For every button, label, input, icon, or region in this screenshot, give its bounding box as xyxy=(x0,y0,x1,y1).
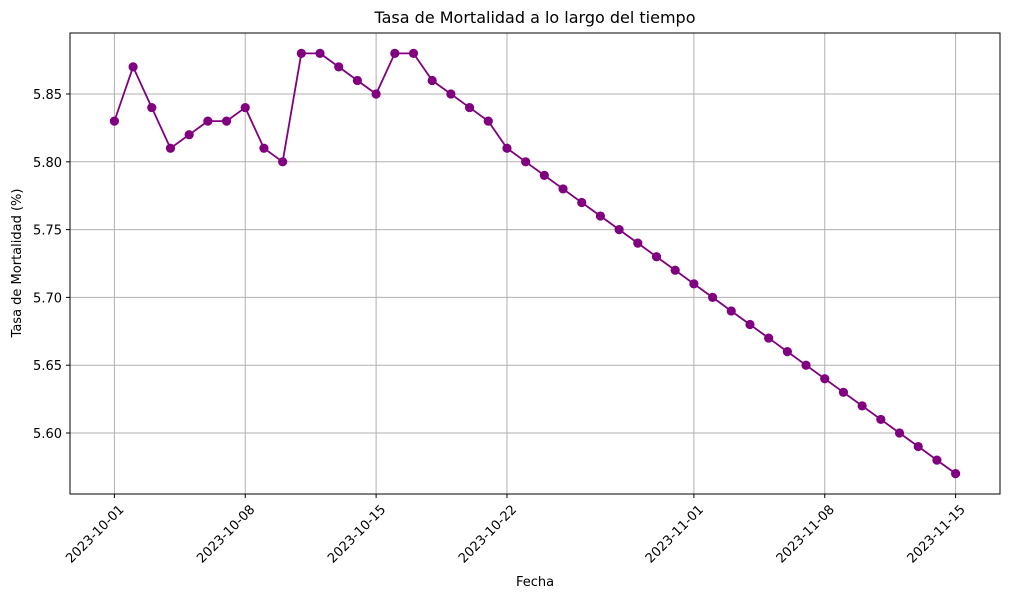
data-point xyxy=(932,455,942,465)
data-point xyxy=(745,319,755,330)
data-point xyxy=(651,252,662,262)
data-point xyxy=(147,102,157,113)
plot-frame xyxy=(69,32,1001,495)
data-point xyxy=(857,401,867,411)
data-point xyxy=(595,211,606,221)
data-point xyxy=(913,441,923,452)
data-point xyxy=(838,387,849,397)
data-point xyxy=(203,116,213,126)
data-point xyxy=(371,89,381,99)
chart-title: Tasa de Mortalidad a lo largo del tiempo xyxy=(374,8,696,27)
data-point xyxy=(259,143,269,153)
data-point xyxy=(558,184,568,194)
data-point xyxy=(876,414,886,425)
data-point xyxy=(483,116,493,126)
y-tick-label: 5.60 xyxy=(33,427,62,442)
data-point xyxy=(165,143,176,153)
data-point xyxy=(502,143,512,153)
y-tick-label: 5.80 xyxy=(33,156,62,171)
y-tick-label: 5.75 xyxy=(33,224,62,239)
x-axis-label: Fecha xyxy=(516,575,554,590)
data-point xyxy=(707,292,718,302)
data-point xyxy=(464,102,475,113)
data-point xyxy=(670,265,680,275)
y-tick-label: 5.65 xyxy=(33,359,62,374)
data-point xyxy=(689,279,699,289)
data-point xyxy=(109,116,119,126)
data-point xyxy=(352,75,363,86)
y-axis-label: Tasa de Mortalidad (%) xyxy=(10,189,25,339)
data-point xyxy=(726,306,736,316)
data-point xyxy=(390,48,400,58)
data-point xyxy=(764,333,774,343)
series-line xyxy=(113,52,957,475)
data-point xyxy=(128,62,138,72)
data-point xyxy=(278,157,288,167)
data-series xyxy=(109,48,961,479)
data-point xyxy=(614,225,624,235)
data-point xyxy=(577,197,587,208)
data-point xyxy=(521,157,531,167)
y-tick-label: 5.70 xyxy=(33,291,62,306)
data-point xyxy=(820,374,830,384)
data-point xyxy=(633,238,643,248)
data-point xyxy=(315,48,325,58)
data-point xyxy=(427,75,437,86)
data-point xyxy=(408,48,419,58)
data-point xyxy=(801,360,811,370)
data-point xyxy=(240,102,250,113)
data-point xyxy=(221,116,232,126)
data-point xyxy=(446,89,456,99)
data-point xyxy=(184,130,194,140)
data-point xyxy=(334,62,344,72)
y-tick-label: 5.85 xyxy=(33,88,62,103)
data-point xyxy=(539,170,549,180)
data-point xyxy=(894,428,905,438)
data-point xyxy=(296,48,306,58)
data-point xyxy=(782,347,792,357)
data-point xyxy=(951,469,961,479)
